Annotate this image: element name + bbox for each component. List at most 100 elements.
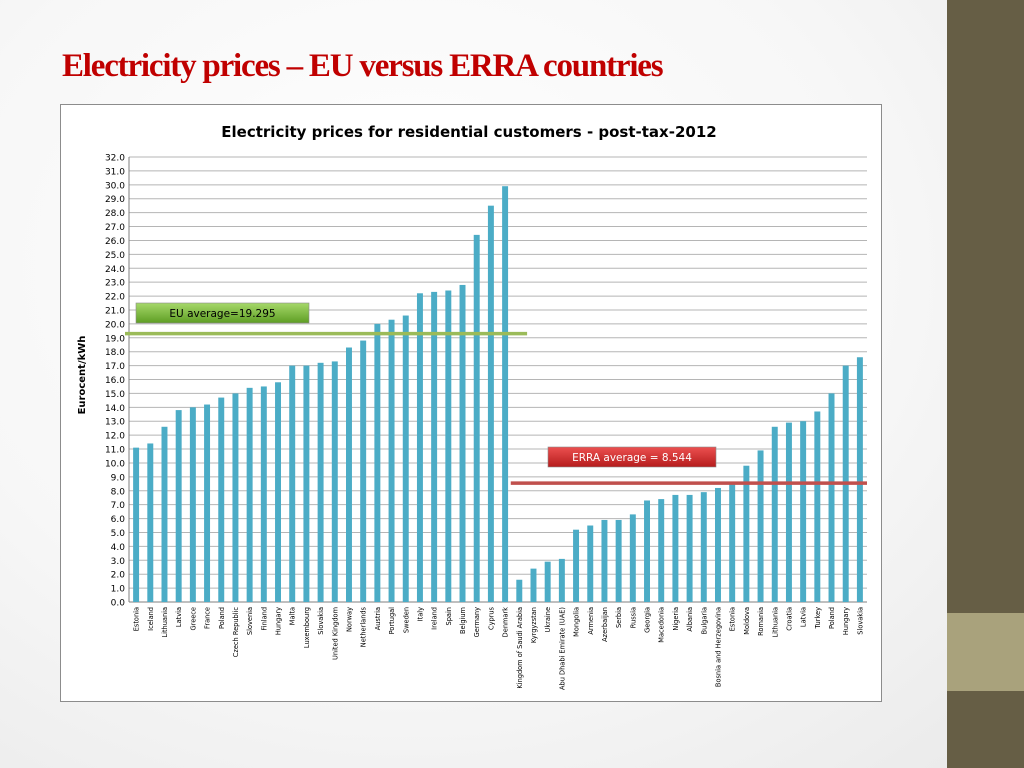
bar bbox=[360, 340, 367, 602]
y-tick-label: 6.0 bbox=[111, 515, 126, 525]
average-annotations: EU average=19.295 ERRA average = 8.544 bbox=[125, 302, 867, 485]
y-tick-label: 11.0 bbox=[105, 446, 125, 456]
x-tick-label: Croatia bbox=[785, 607, 793, 631]
bar bbox=[516, 579, 523, 602]
y-tick-label: 4.0 bbox=[111, 543, 126, 553]
bar bbox=[317, 362, 324, 602]
x-tick-label: Hungary bbox=[842, 607, 850, 635]
bar bbox=[133, 447, 140, 602]
bar-chart: Electricity prices for residential custo… bbox=[77, 123, 867, 690]
x-tick-label: Azerbaijan bbox=[601, 607, 609, 642]
bar bbox=[530, 568, 537, 602]
bar bbox=[331, 361, 338, 602]
bar bbox=[672, 494, 679, 602]
y-tick-label: 9.0 bbox=[111, 473, 126, 483]
bar bbox=[218, 397, 225, 602]
average-label-box bbox=[135, 302, 310, 324]
bar bbox=[587, 525, 594, 602]
chart-title: Electricity prices for residential custo… bbox=[221, 123, 716, 141]
bar bbox=[729, 483, 736, 602]
bar bbox=[260, 386, 267, 602]
bar bbox=[487, 205, 494, 602]
bar bbox=[814, 411, 821, 602]
x-tick-label: Luxembourg bbox=[303, 607, 311, 648]
x-tick-label: Portugal bbox=[388, 607, 396, 634]
y-tick-label: 30.0 bbox=[105, 181, 125, 191]
x-tick-label: Italy bbox=[416, 607, 424, 621]
y-tick-label: 23.0 bbox=[105, 279, 125, 289]
chart-area: Electricity prices for residential custo… bbox=[60, 104, 882, 702]
x-tick-label: Bulgaria bbox=[700, 607, 708, 634]
bar bbox=[445, 290, 452, 602]
y-tick-label: 2.0 bbox=[111, 571, 126, 581]
side-bar-decoration-middle bbox=[947, 613, 1024, 691]
y-tick-label: 17.0 bbox=[105, 362, 125, 372]
x-tick-label: Finland bbox=[260, 607, 268, 631]
bar bbox=[856, 357, 863, 602]
x-tick-label: Slovakia bbox=[317, 607, 325, 635]
y-tick-label: 13.0 bbox=[105, 418, 125, 428]
bar bbox=[289, 365, 296, 602]
x-tick-label: Bosnia and Herzegovina bbox=[714, 607, 722, 687]
bar bbox=[544, 561, 551, 602]
x-axis-labels: Estonia Iceland Lithuania Latvia Greece Franc… bbox=[133, 606, 865, 690]
side-bar-decoration-bottom bbox=[947, 691, 1024, 768]
y-tick-label: 10.0 bbox=[105, 459, 125, 469]
bar bbox=[246, 387, 253, 602]
x-tick-label: Lithuania bbox=[771, 607, 779, 638]
y-tick-label: 15.0 bbox=[105, 390, 125, 400]
bar bbox=[644, 500, 650, 602]
y-tick-label: 31.0 bbox=[105, 167, 125, 177]
average-label: ERRA average = 8.544 bbox=[572, 452, 692, 464]
slide-title: Electricity prices – EU versus ERRA coun… bbox=[62, 48, 664, 84]
x-tick-label: Cyprus bbox=[487, 606, 495, 630]
x-tick-label: Moldova bbox=[743, 607, 751, 635]
y-tick-label: 28.0 bbox=[105, 209, 125, 219]
x-tick-label: United Kingdom bbox=[331, 607, 339, 660]
x-tick-label: Austria bbox=[374, 607, 382, 630]
y-tick-label: 19.0 bbox=[105, 334, 125, 344]
bar bbox=[431, 291, 438, 602]
x-tick-label: Estonia bbox=[729, 607, 737, 631]
bar bbox=[715, 487, 721, 602]
bar bbox=[558, 558, 565, 602]
bar bbox=[416, 293, 423, 602]
y-tick-label: 14.0 bbox=[105, 404, 125, 414]
bar bbox=[686, 494, 693, 602]
bar bbox=[189, 407, 196, 602]
x-tick-label: Spain bbox=[445, 607, 453, 625]
bar bbox=[757, 450, 764, 602]
bar bbox=[502, 186, 509, 602]
bar bbox=[161, 426, 168, 602]
x-tick-label: Slovenia bbox=[246, 607, 254, 635]
x-tick-label: Hungary bbox=[275, 607, 283, 635]
y-axis-ticks: 0.0 1.0 2.0 3.0 4.0 5.0 6.0 7.0 8.0 9.0 10.0 11.0 12… bbox=[105, 154, 125, 609]
x-tick-label: Nigeria bbox=[672, 607, 680, 631]
x-tick-label: Mongolia bbox=[573, 607, 581, 637]
x-tick-label: Macedonia bbox=[658, 607, 666, 643]
y-tick-label: 26.0 bbox=[105, 237, 125, 247]
bar bbox=[771, 426, 778, 602]
x-tick-label: Albania bbox=[686, 607, 694, 632]
y-tick-label: 29.0 bbox=[105, 195, 125, 205]
gridlines bbox=[128, 156, 867, 603]
x-tick-label: Denmark bbox=[502, 607, 510, 637]
x-tick-label: Armenia bbox=[587, 607, 595, 635]
bar bbox=[147, 443, 154, 602]
y-tick-label: 7.0 bbox=[111, 501, 126, 511]
average-label: EU average=19.295 bbox=[169, 308, 275, 320]
bar bbox=[402, 315, 409, 602]
x-tick-label: Malta bbox=[289, 607, 297, 625]
bar bbox=[473, 234, 480, 602]
y-tick-label: 3.0 bbox=[111, 557, 126, 567]
y-tick-label: 1.0 bbox=[111, 585, 126, 595]
x-tick-label: Netherlands bbox=[360, 606, 368, 647]
x-tick-label: Serbia bbox=[615, 607, 623, 628]
bars bbox=[133, 186, 863, 602]
x-tick-label: Belgium bbox=[459, 607, 467, 634]
x-tick-label: Ukraine bbox=[544, 607, 552, 632]
bar bbox=[615, 519, 622, 602]
x-tick-label: Kyrgyzstan bbox=[530, 607, 538, 643]
bar bbox=[232, 393, 239, 602]
bar bbox=[828, 393, 835, 602]
